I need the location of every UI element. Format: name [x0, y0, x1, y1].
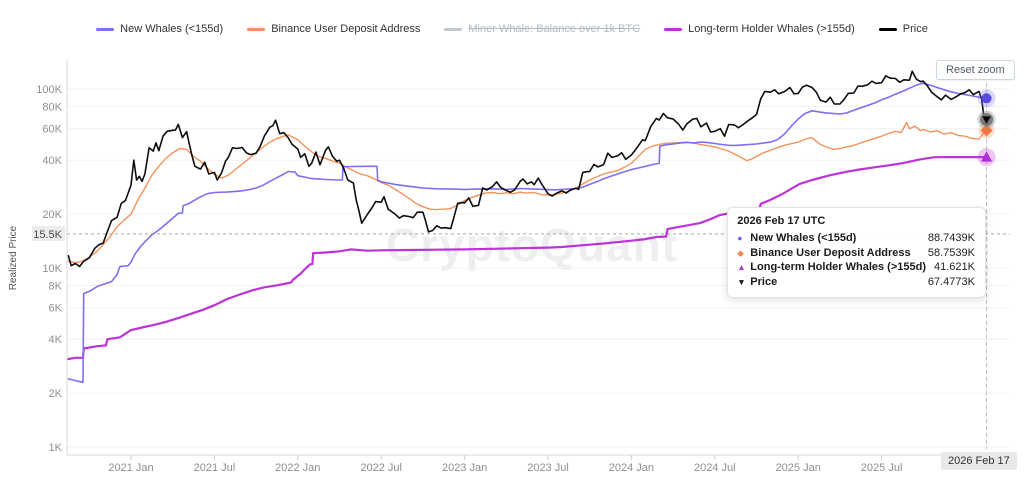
tooltip-series-label: Binance User Deposit Address	[750, 246, 911, 259]
tooltip-row-0: ● New Whales (<155d) 88.7439K	[737, 231, 975, 246]
y-tick-label: 40K	[42, 155, 62, 167]
y-tick-label: 100K	[36, 84, 62, 96]
legend-label: Binance User Deposit Address	[271, 23, 421, 35]
tooltip-title: 2026 Feb 17 UTC	[737, 215, 826, 227]
series-line-binance-user-deposit-address[interactable]	[67, 121, 988, 264]
y-tick-label: 60K	[42, 124, 62, 136]
legend-label: New Whales (<155d)	[120, 23, 224, 35]
x-tick-label: 2022 Jan	[275, 462, 320, 474]
tooltip-series-marker-icon: ◆	[737, 247, 744, 258]
tooltip-row-2: ▲ Long-term Holder Whales (>155d) 41.621K	[737, 260, 975, 275]
x-tick-label: 2023 Jul	[527, 462, 569, 474]
x-tick-label: 2024 Jan	[609, 462, 654, 474]
end-marker-triangle-up-icon[interactable]	[977, 148, 996, 167]
y-tick-label: 20K	[42, 209, 62, 221]
tooltip-series-value: 58.7539K	[927, 246, 975, 259]
legend-item-2[interactable]: Miner Whale: Balance over 1k BTC	[444, 23, 640, 35]
x-tick-label: 2023 Jan	[442, 462, 487, 474]
x-tick-label: 2024 Jul	[694, 462, 736, 474]
series-line-long-term-holder-whales-155d[interactable]	[67, 156, 988, 361]
x-tick-label: 2025 Jul	[861, 462, 903, 474]
y-tick-label: 6K	[49, 303, 63, 315]
tooltip-row-3: ▼ Price 67.4773K	[737, 275, 975, 290]
legend-item-1[interactable]: Binance User Deposit Address	[247, 23, 420, 35]
legend-swatch-icon	[247, 27, 266, 31]
y-axis-title: Realized Price	[8, 225, 19, 290]
tooltip-series-marker-icon: ▲	[737, 262, 746, 272]
x-tick-label: 2025 Jan	[776, 462, 821, 474]
y-tick-label: 80K	[42, 101, 62, 113]
end-marker-triangle-down-icon[interactable]	[977, 110, 996, 129]
legend-label: Long-term Holder Whales (>155d)	[688, 23, 855, 35]
y-tick-label: 15.5K	[33, 229, 62, 241]
tooltip-series-marker-icon: ▼	[737, 276, 746, 287]
end-marker-circle-icon[interactable]	[977, 89, 996, 108]
legend-label: Price	[902, 23, 928, 35]
end-marker-diamond-icon[interactable]	[978, 122, 995, 139]
y-tick-label: 10K	[42, 263, 62, 275]
series-line-price[interactable]	[67, 70, 988, 268]
legend-swatch-icon	[444, 27, 463, 31]
tooltip-series-marker-icon: ●	[737, 233, 743, 243]
legend-swatch-icon	[878, 27, 897, 31]
legend-item-3[interactable]: Long-term Holder Whales (>155d)	[664, 23, 855, 35]
legend-swatch-icon	[96, 27, 115, 31]
tooltip-row-1: ◆ Binance User Deposit Address 58.7539K	[737, 246, 975, 261]
legend-item-4[interactable]: Price	[878, 23, 928, 35]
y-tick-label: 8K	[49, 280, 63, 292]
legend-swatch-icon	[664, 27, 683, 31]
y-tick-label: 2K	[49, 388, 63, 400]
x-tick-label: 2021 Jul	[194, 462, 236, 474]
y-tick-label: 1K	[49, 442, 63, 454]
current-date-label: 2026 Feb 17	[941, 452, 1017, 470]
tooltip-series-label: Price	[750, 275, 778, 288]
legend-item-0[interactable]: New Whales (<155d)	[96, 23, 223, 35]
x-tick-label: 2021 Jan	[108, 462, 153, 474]
tooltip-series-value: 67.4773K	[927, 275, 975, 288]
series-line-new-whales-155d[interactable]	[67, 82, 988, 384]
tooltip-series-value: 88.7439K	[927, 232, 975, 244]
legend: New Whales (<155d) Binance User Deposit A…	[0, 23, 1024, 35]
y-tick-highlight-bg	[32, 225, 65, 241]
tooltip: 2026 Feb 17 UTC ● New Whales (<155d) 88.74…	[727, 207, 986, 298]
reset-zoom-button[interactable]: Reset zoom	[936, 60, 1015, 80]
legend-label: Miner Whale: Balance over 1k BTC	[468, 23, 641, 35]
tooltip-series-label: New Whales (<155d)	[750, 232, 857, 244]
tooltip-series-label: Long-term Holder Whales (>155d)	[750, 261, 927, 273]
tooltip-series-value: 41.621K	[934, 261, 975, 273]
y-tick-label: 4K	[49, 334, 63, 346]
x-tick-label: 2022 Jul	[360, 462, 402, 474]
